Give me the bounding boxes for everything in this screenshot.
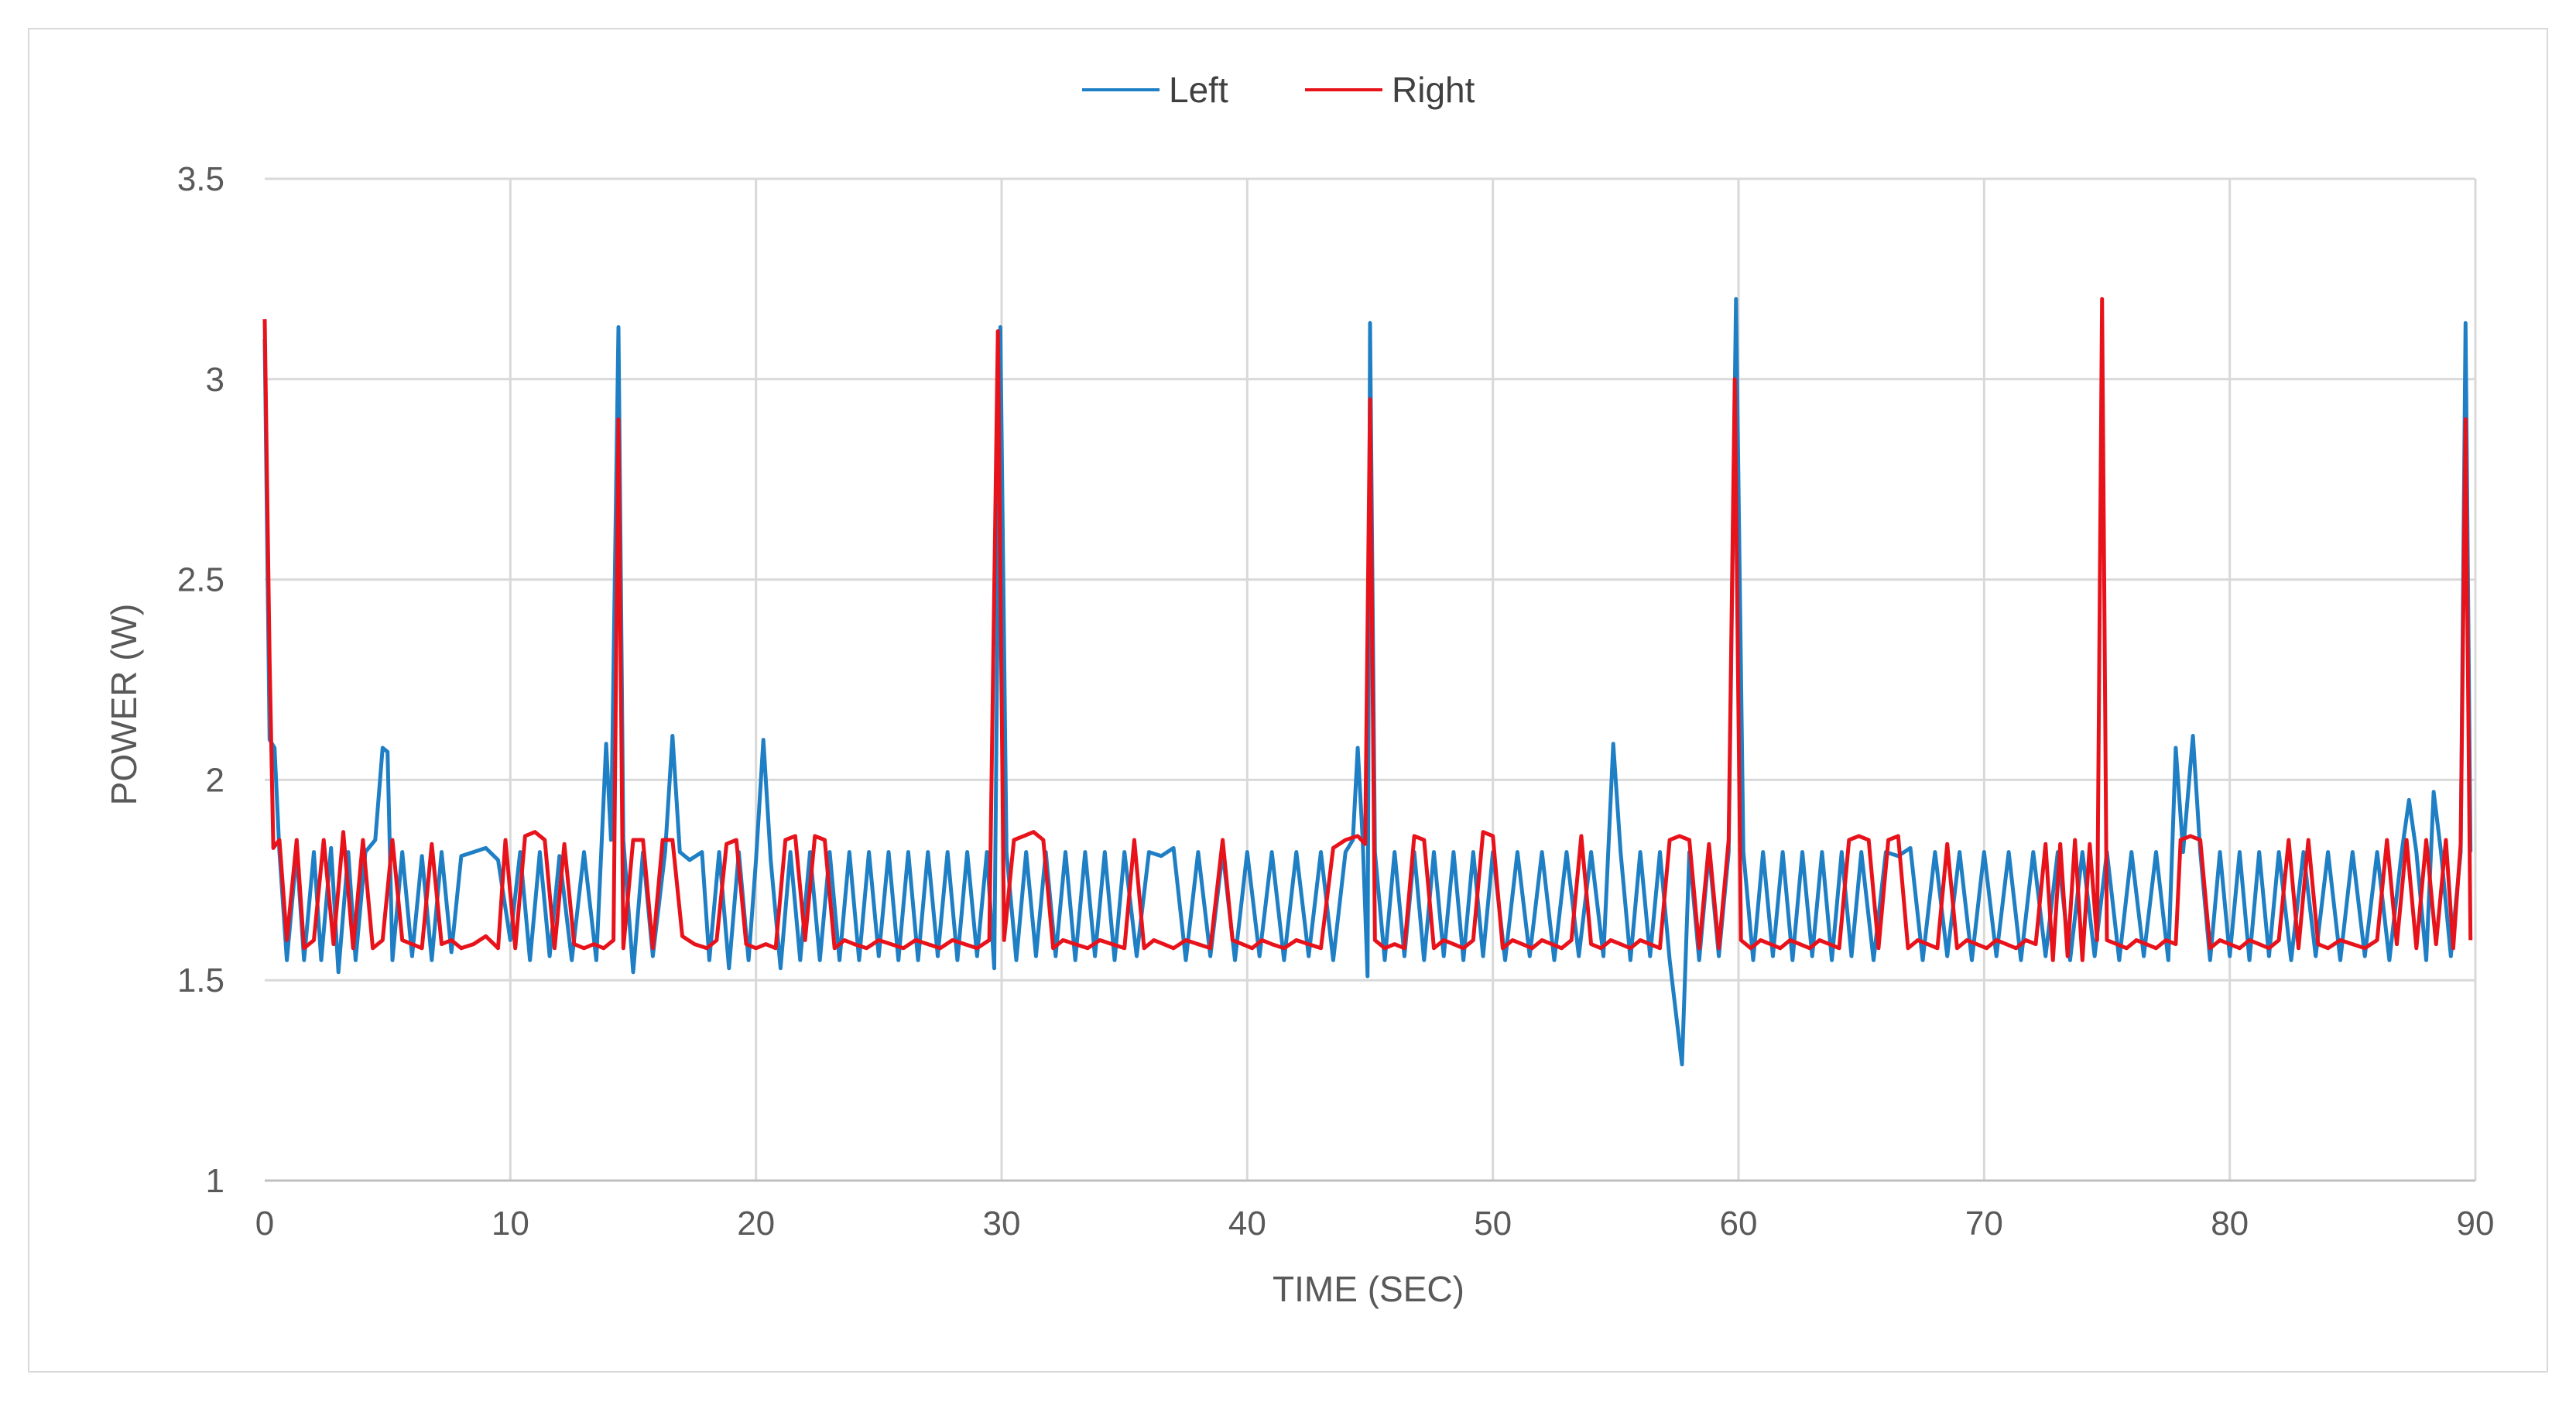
legend: Left Right — [1082, 70, 1475, 110]
x-tick-label: 0 — [255, 1205, 274, 1243]
y-tick-label: 1.5 — [177, 962, 224, 999]
y-tick-label: 2 — [206, 761, 224, 799]
legend-label-right: Right — [1392, 70, 1475, 110]
power-line-chart: 1 1.5 2 2.5 3 3.5 0 10 20 30 40 50 60 70 80 90 Left Rig… — [104, 70, 2495, 1309]
x-tick-label: 40 — [1228, 1205, 1266, 1243]
x-tick-label: 10 — [492, 1205, 529, 1243]
x-tick-label: 70 — [1965, 1205, 2003, 1243]
y-tick-label: 1 — [206, 1162, 224, 1200]
x-tick-label: 80 — [2211, 1205, 2249, 1243]
x-tick-label: 60 — [1720, 1205, 1758, 1243]
series-line-right — [262, 297, 2473, 962]
series-lines — [262, 297, 2473, 1067]
x-tick-label: 30 — [983, 1205, 1021, 1243]
x-axis-title: TIME (SEC) — [1273, 1269, 1464, 1309]
y-axis-title: POWER (W) — [104, 604, 144, 806]
chart-frame: 1 1.5 2 2.5 3 3.5 0 10 20 30 40 50 60 70 80 90 Left Rig… — [28, 28, 2548, 1373]
x-tick-label: 50 — [1474, 1205, 1512, 1243]
y-tick-label: 2.5 — [177, 561, 224, 599]
y-tick-label: 3 — [206, 361, 224, 399]
y-tick-label: 3.5 — [177, 160, 224, 198]
x-tick-label: 90 — [2457, 1205, 2495, 1243]
axes: 1 1.5 2 2.5 3 3.5 0 10 20 30 40 50 60 70 80 90 — [177, 160, 2495, 1243]
legend-label-left: Left — [1169, 70, 1228, 110]
x-tick-label: 20 — [737, 1205, 775, 1243]
